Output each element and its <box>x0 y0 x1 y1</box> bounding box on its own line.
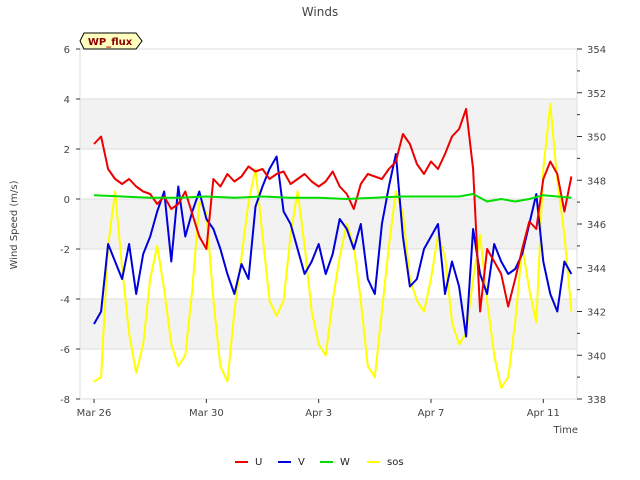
y-tick-label: 4 <box>64 95 70 106</box>
background-band <box>80 299 577 349</box>
x-tick-label: Apr 3 <box>305 408 332 419</box>
x-tick-label: Apr 11 <box>527 408 560 419</box>
y-tick-label: -8 <box>60 395 70 406</box>
series-line-v <box>93 153 573 338</box>
x-tick-label: Apr 7 <box>418 408 445 419</box>
y2-tick-label: 350 <box>587 133 606 144</box>
legend-label-w: W <box>340 457 350 468</box>
y-tick-label: -4 <box>60 295 70 306</box>
legend-label-v: V <box>298 457 305 468</box>
y2-tick-label: 344 <box>587 264 606 275</box>
series-line-sos <box>93 102 573 390</box>
y2-tick-label: 352 <box>587 89 606 100</box>
y2-tick-label: 354 <box>587 45 606 56</box>
series-line-u <box>93 108 573 313</box>
y2-tick-label: 348 <box>587 176 606 187</box>
series-line-w <box>93 193 572 203</box>
site-badge-label: WP_flux <box>88 37 133 48</box>
x-tick-label: Mar 30 <box>189 408 224 419</box>
y-tick-label: -2 <box>60 245 70 256</box>
y-axis-label: Wind Speed (m/s) <box>9 180 20 269</box>
y-tick-label: 6 <box>64 45 70 56</box>
background-band <box>80 199 577 249</box>
y2-tick-label: 338 <box>587 395 606 406</box>
y2-tick-label: 346 <box>587 220 606 231</box>
y-tick-label: 2 <box>64 145 70 156</box>
y2-tick-label: 340 <box>587 351 606 362</box>
y2-tick-label: 342 <box>587 308 606 319</box>
site-badge: WP_flux <box>79 32 143 50</box>
chart-title: Winds <box>302 5 338 19</box>
legend-label-u: U <box>255 457 262 468</box>
legend-label-sos: sos <box>387 457 404 468</box>
x-tick-label: Mar 26 <box>77 408 112 419</box>
y-tick-label: -6 <box>60 345 70 356</box>
background-band <box>80 99 577 149</box>
y-tick-label: 0 <box>64 195 70 206</box>
x-axis-label: Time <box>553 425 578 436</box>
